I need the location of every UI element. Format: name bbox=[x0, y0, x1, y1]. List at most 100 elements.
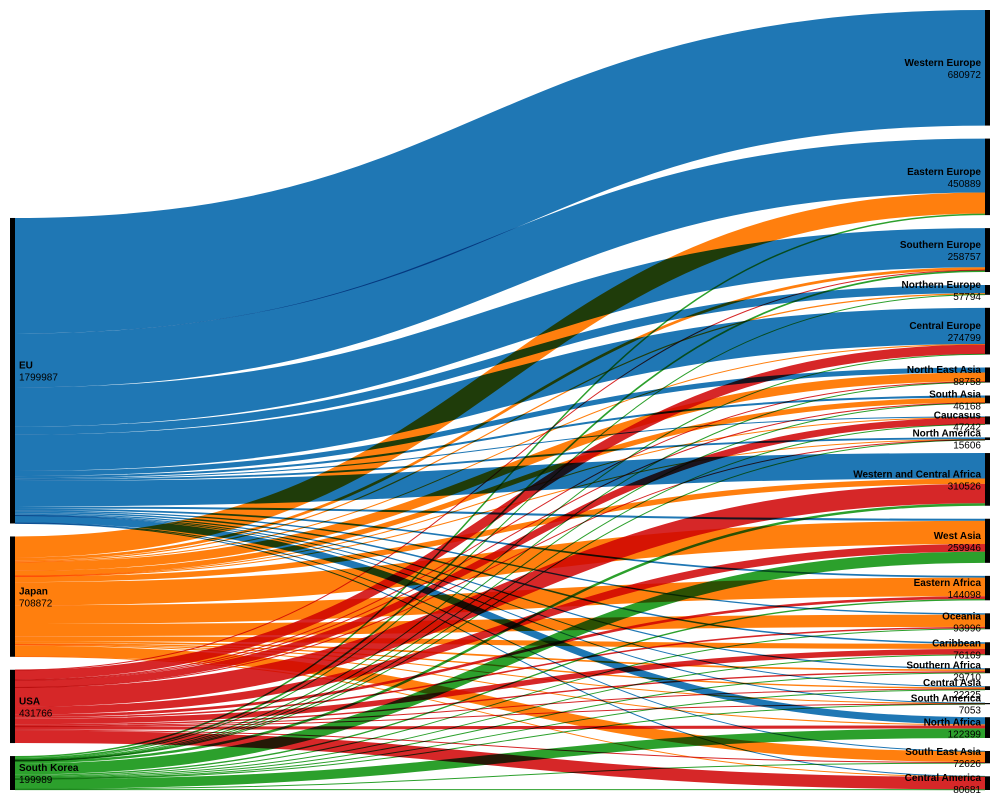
node-bar-southern-europe bbox=[985, 228, 990, 273]
node-bar-south-asia bbox=[985, 395, 990, 404]
link-usa-to-central-asia bbox=[14, 688, 986, 727]
node-name-usa: USA bbox=[19, 696, 40, 707]
node-name-north-africa: North Africa bbox=[924, 718, 982, 729]
link-eu-to-western-europe bbox=[14, 10, 986, 334]
link-usa-to-north-africa bbox=[14, 725, 986, 730]
node-value-western-europe: 680972 bbox=[948, 70, 982, 81]
node-bar-central-europe bbox=[985, 307, 990, 355]
node-name-caucasus: Caucasus bbox=[934, 410, 982, 421]
node-name-eastern-europe: Eastern Europe bbox=[907, 167, 981, 178]
link-south-korea-to-central-asia bbox=[14, 689, 986, 780]
link-south-korea-to-western-and-central-africa bbox=[14, 503, 986, 764]
link-eu-to-eastern-europe bbox=[14, 138, 986, 388]
link-south-korea-to-south-america bbox=[14, 703, 986, 780]
link-usa-to-caucasus bbox=[14, 417, 986, 688]
link-japan-to-caribbean bbox=[14, 636, 986, 649]
link-japan-to-southern-europe bbox=[14, 267, 986, 561]
node-value-south-asia: 46168 bbox=[953, 401, 981, 412]
node-name-south-east-asia: South East Asia bbox=[905, 747, 981, 758]
node-name-central-europe: Central Europe bbox=[909, 321, 981, 332]
link-japan-to-north-east-asia bbox=[14, 372, 986, 571]
link-south-korea-to-north-africa bbox=[14, 728, 986, 789]
link-eu-to-northern-europe bbox=[14, 285, 986, 435]
node-name-western-europe: Western Europe bbox=[905, 58, 982, 69]
node-value-north-africa: 122399 bbox=[948, 730, 982, 741]
link-usa-to-west-asia bbox=[14, 544, 986, 715]
node-bar-caucasus bbox=[985, 416, 990, 425]
link-usa-to-eastern-africa bbox=[14, 596, 986, 718]
node-bar-western-europe bbox=[985, 10, 990, 126]
link-japan-to-south-asia bbox=[14, 397, 986, 577]
node-name-southern-europe: Southern Europe bbox=[900, 240, 982, 251]
node-value-eastern-africa: 144098 bbox=[948, 590, 982, 601]
node-group bbox=[10, 10, 990, 790]
link-south-korea-to-southern-europe bbox=[14, 270, 986, 760]
node-value-south-east-asia: 72626 bbox=[953, 759, 981, 770]
node-value-eu: 1799987 bbox=[19, 373, 58, 384]
node-bar-oceania bbox=[985, 613, 990, 630]
link-usa-to-oceania bbox=[14, 626, 986, 719]
link-eu-to-central-europe bbox=[14, 307, 986, 471]
node-bar-north-east-asia bbox=[985, 367, 990, 383]
link-usa-to-south-east-asia bbox=[14, 729, 986, 763]
node-value-northern-europe: 57794 bbox=[953, 292, 981, 303]
link-south-korea-to-oceania bbox=[14, 628, 986, 777]
link-south-korea-to-north-america bbox=[14, 439, 986, 762]
link-japan-to-south-america bbox=[14, 644, 986, 705]
link-south-korea-to-eastern-europe bbox=[14, 213, 986, 758]
node-value-western-and-central-africa: 310526 bbox=[948, 481, 982, 492]
node-name-west-asia: West Asia bbox=[934, 531, 982, 542]
node-value-central-asia: 22225 bbox=[953, 690, 981, 701]
node-bar-usa bbox=[10, 669, 15, 744]
node-name-western-and-central-africa: Western and Central Africa bbox=[853, 469, 981, 480]
link-south-korea-to-south-east-asia bbox=[14, 762, 986, 790]
node-name-southern-africa: Southern Africa bbox=[906, 661, 981, 672]
link-usa-to-southern-europe bbox=[14, 269, 986, 671]
link-eu-to-north-east-asia bbox=[14, 367, 986, 477]
node-value-central-america: 80681 bbox=[953, 785, 981, 796]
node-value-japan: 708872 bbox=[19, 599, 53, 610]
link-usa-to-western-and-central-africa bbox=[14, 483, 986, 707]
node-name-japan: Japan bbox=[19, 587, 48, 598]
node-value-oceania: 93996 bbox=[953, 623, 981, 634]
node-name-central-asia: Central Asia bbox=[923, 678, 981, 689]
link-south-korea-to-west-asia bbox=[14, 551, 986, 775]
link-usa-to-north-america bbox=[14, 439, 986, 689]
node-value-caribbean: 76169 bbox=[953, 651, 981, 662]
node-bar-central-asia bbox=[985, 686, 990, 691]
link-south-korea-to-eastern-africa bbox=[14, 598, 986, 777]
node-value-north-america: 15606 bbox=[953, 441, 981, 452]
node-bar-eu bbox=[10, 217, 15, 524]
link-south-korea-to-central-europe bbox=[14, 353, 986, 761]
node-value-west-asia: 259946 bbox=[948, 543, 982, 554]
link-group bbox=[14, 10, 986, 791]
node-bar-japan bbox=[10, 536, 15, 657]
link-south-korea-to-northern-europe bbox=[14, 294, 986, 760]
link-eu-to-caucasus bbox=[14, 416, 986, 480]
link-eu-to-southern-europe bbox=[14, 228, 986, 427]
node-bar-central-america bbox=[985, 776, 990, 790]
node-value-southern-africa: 29710 bbox=[953, 673, 981, 684]
node-name-northern-europe: Northern Europe bbox=[902, 280, 982, 291]
link-eu-to-north-america bbox=[14, 437, 986, 481]
node-bar-caribbean bbox=[985, 642, 990, 656]
link-usa-to-caribbean bbox=[14, 648, 986, 725]
node-name-north-america: North America bbox=[912, 429, 981, 440]
node-value-caucasus: 47242 bbox=[953, 422, 981, 433]
link-japan-to-caucasus bbox=[14, 416, 986, 577]
node-name-central-america: Central America bbox=[905, 773, 982, 784]
node-bar-south-america bbox=[985, 703, 990, 705]
node-name-north-east-asia: North East Asia bbox=[907, 365, 982, 376]
node-name-eu: EU bbox=[19, 361, 33, 372]
link-south-korea-to-caucasus bbox=[14, 423, 986, 762]
link-japan-to-northern-europe bbox=[14, 293, 986, 562]
node-bar-northern-europe bbox=[985, 285, 990, 295]
node-value-southern-europe: 258757 bbox=[948, 252, 982, 263]
node-value-central-europe: 274799 bbox=[948, 333, 982, 344]
link-south-korea-to-southern-africa bbox=[14, 672, 986, 779]
link-japan-to-eastern-europe bbox=[14, 192, 986, 558]
link-eu-to-central-america bbox=[14, 522, 986, 777]
node-bar-north-america bbox=[985, 437, 990, 441]
